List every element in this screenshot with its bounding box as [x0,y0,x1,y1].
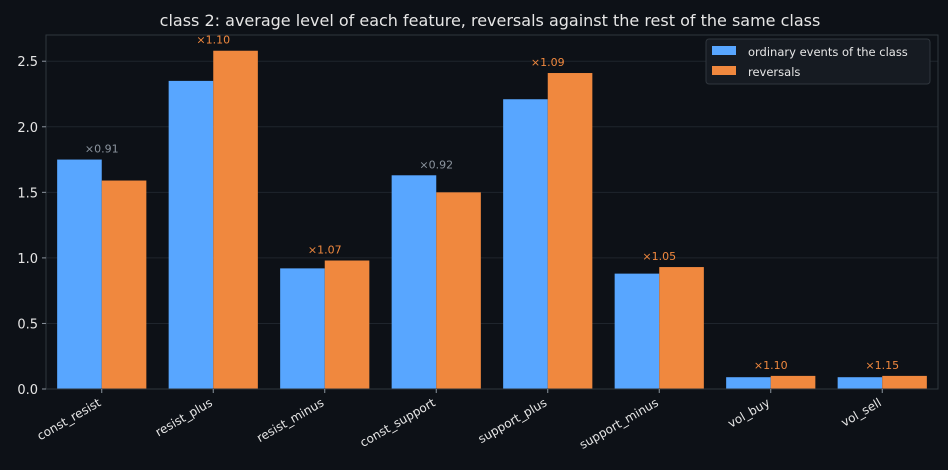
legend-swatch-ordinary [712,46,736,55]
bars [57,50,927,390]
bar-reversals [770,375,816,389]
ratio-label: ×1.07 [308,244,342,257]
bar-ordinary [837,377,883,389]
x-tick-label: const_support [358,395,438,450]
x-axis: const_resist resist_plus resist_minus const… [35,389,884,452]
ratio-label: ×1.05 [642,250,676,263]
bar-reversals [436,192,481,389]
x-tick-label: vol_buy [725,395,772,430]
bar-ordinary [726,377,771,389]
ratio-label: ×0.91 [85,143,119,156]
y-tick-label: 2.5 [17,55,38,70]
x-tick-label: vol_sell [839,395,884,429]
y-tick-label: 0.5 [17,317,38,332]
ratio-label: ×0.92 [419,158,453,171]
ratio-labels: ×0.91 ×1.10 ×1.07 ×0.92 ×1.09 ×1.05 ×1.10 ×1.15 [85,34,899,372]
bar-reversals [213,50,258,389]
ratio-label: ×1.10 [196,34,230,47]
bar-ordinary [57,159,102,389]
bar-reversals [324,260,370,389]
x-tick-label: support_minus [577,395,661,451]
y-tick-label: 1.0 [17,252,38,267]
x-tick-label: support_plus [476,395,550,446]
bar-reversals [101,180,147,389]
y-axis: 0.0 0.5 1.0 1.5 2.0 2.5 [17,55,46,398]
bar-ordinary [503,99,548,389]
ratio-label: ×1.09 [531,56,565,69]
y-tick-label: 1.5 [17,186,38,201]
x-tick-label: resist_plus [153,395,215,439]
legend-label-reversals: reversals [748,65,800,79]
ratio-label: ×1.15 [865,359,899,372]
bar-reversals [547,73,593,390]
y-tick-label: 2.0 [17,121,38,136]
bar-ordinary [614,273,660,389]
bar-ordinary [280,268,325,389]
ratio-label: ×1.10 [754,359,788,372]
chart-title: class 2: average level of each feature, … [160,11,821,30]
legend-label-ordinary: ordinary events of the class [748,45,908,59]
x-tick-label: resist_minus [254,395,326,445]
y-tick-label: 0.0 [17,383,38,398]
bar-ordinary [391,175,437,389]
plot-frame [45,34,939,390]
legend-box [705,38,931,85]
legend-swatch-reversals [712,66,736,75]
bar-reversals [882,375,927,389]
legend: ordinary events of the class reversals [705,38,931,85]
bar-ordinary [168,80,214,389]
bar-reversals [659,267,704,389]
x-tick-label: const_resist [35,395,104,443]
